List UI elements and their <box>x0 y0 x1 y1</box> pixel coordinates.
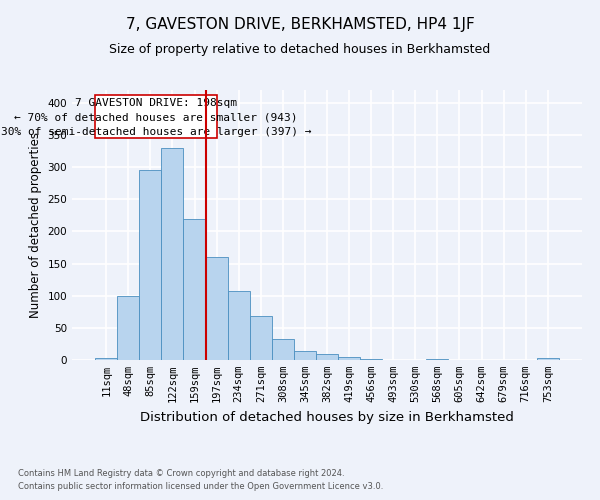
Bar <box>95 95 217 138</box>
Bar <box>272 340 294 360</box>
Bar <box>161 148 184 360</box>
Bar <box>338 357 360 360</box>
Text: 30% of semi-detached houses are larger (397) →: 30% of semi-detached houses are larger (… <box>1 127 311 137</box>
Text: Contains HM Land Registry data © Crown copyright and database right 2024.: Contains HM Land Registry data © Crown c… <box>18 468 344 477</box>
Bar <box>139 170 161 360</box>
Text: 7, GAVESTON DRIVE, BERKHAMSTED, HP4 1JF: 7, GAVESTON DRIVE, BERKHAMSTED, HP4 1JF <box>125 18 475 32</box>
Bar <box>227 291 250 360</box>
Text: Contains public sector information licensed under the Open Government Licence v3: Contains public sector information licen… <box>18 482 383 491</box>
Bar <box>427 358 448 360</box>
Bar <box>316 354 338 360</box>
X-axis label: Distribution of detached houses by size in Berkhamsted: Distribution of detached houses by size … <box>140 410 514 424</box>
Bar <box>360 358 382 360</box>
Text: 7 GAVESTON DRIVE: 198sqm: 7 GAVESTON DRIVE: 198sqm <box>75 98 237 108</box>
Bar <box>294 351 316 360</box>
Y-axis label: Number of detached properties: Number of detached properties <box>29 132 42 318</box>
Bar <box>184 218 206 360</box>
Bar <box>95 358 117 360</box>
Bar <box>537 358 559 360</box>
Text: ← 70% of detached houses are smaller (943): ← 70% of detached houses are smaller (94… <box>14 112 298 122</box>
Bar <box>250 316 272 360</box>
Text: Size of property relative to detached houses in Berkhamsted: Size of property relative to detached ho… <box>109 42 491 56</box>
Bar <box>117 296 139 360</box>
Bar <box>206 257 227 360</box>
